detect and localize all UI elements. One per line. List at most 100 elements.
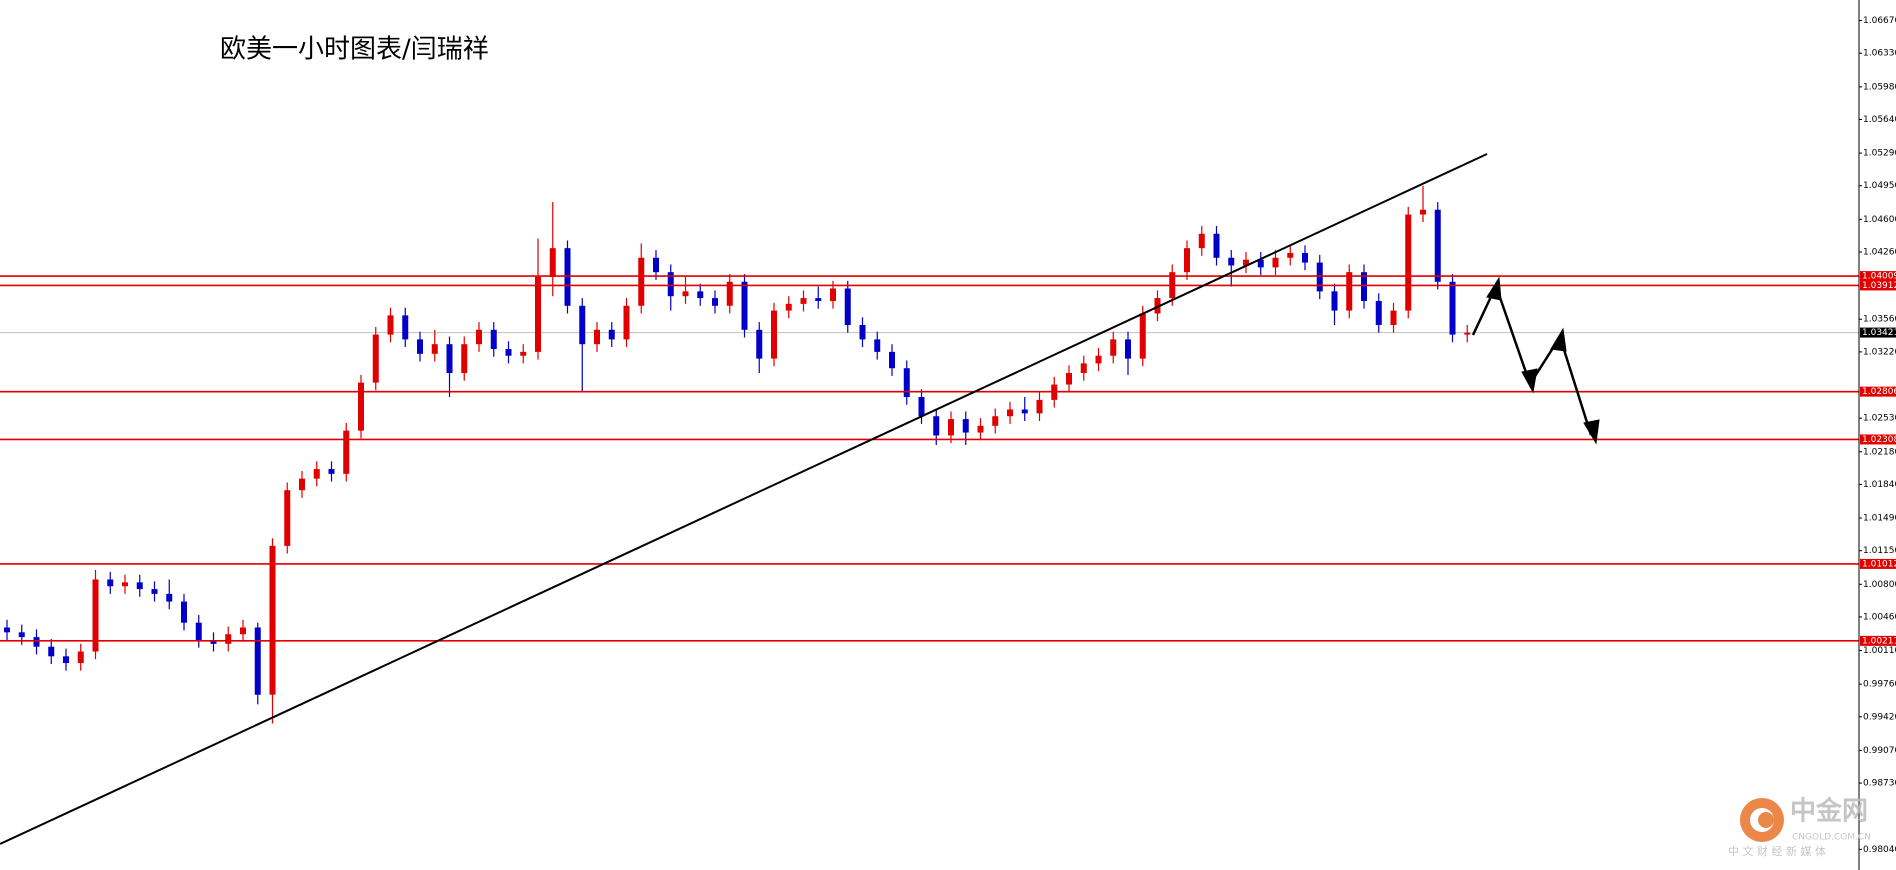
- candle-body: [402, 315, 409, 340]
- candle-body: [608, 329, 615, 340]
- candle-body: [48, 646, 55, 657]
- candle-body: [1095, 355, 1102, 364]
- candle-body: [1272, 257, 1279, 268]
- candle-body: [240, 627, 246, 635]
- candle-body: [1302, 252, 1308, 263]
- y-tick-label: 1.04600: [1863, 215, 1896, 225]
- candle-body: [299, 478, 305, 491]
- level-label: 1.03912: [1862, 281, 1896, 291]
- candle-body: [1125, 339, 1131, 359]
- chart-title: 欧美一小时图表/闫瑞祥: [220, 35, 489, 65]
- y-tick-label: 1.01490: [1863, 514, 1896, 524]
- y-tick-label: 1.00800: [1863, 580, 1896, 590]
- forecast-arrows: [1471, 276, 1600, 445]
- y-tick-label: 1.03220: [1863, 347, 1896, 357]
- candle-body: [63, 656, 69, 664]
- candle-body: [254, 627, 261, 695]
- candle-body: [771, 310, 777, 359]
- candle-body: [726, 281, 733, 306]
- candle-body: [431, 344, 438, 354]
- candle-body: [579, 305, 586, 345]
- candle-body: [1007, 409, 1013, 417]
- y-tick-label: 1.01150: [1863, 546, 1896, 556]
- candle-body: [1449, 281, 1456, 335]
- level-label-box: [1860, 280, 1896, 291]
- logo-dot: [1758, 812, 1774, 828]
- candle-body: [1346, 272, 1353, 311]
- watermark: 中金网 CNGOLD.COM.CN 中 文 财 经 新 媒 体: [1728, 796, 1871, 859]
- candle-body: [520, 351, 527, 356]
- candle-body: [682, 291, 689, 297]
- candle-body: [166, 593, 173, 602]
- candle-body: [933, 416, 940, 436]
- candle-body: [535, 276, 541, 352]
- candle-body: [977, 425, 984, 433]
- level-label: 1.00211: [1862, 636, 1896, 646]
- candle-body: [1420, 209, 1426, 215]
- candle-body: [1361, 272, 1367, 301]
- candle-body: [476, 329, 482, 345]
- level-label-box: [1860, 271, 1896, 282]
- candle-body: [844, 288, 851, 325]
- candle-body: [1375, 300, 1382, 325]
- candle-body: [1184, 248, 1190, 273]
- candle-body: [1080, 363, 1087, 374]
- level-label-box: [1860, 635, 1896, 646]
- y-axis-labels: 1.06670 1.06330 1.05980 1.05640 1.05290 1.049…: [1859, 16, 1896, 855]
- y-tick-label: 0.98040: [1863, 845, 1896, 855]
- candle-body: [1243, 259, 1249, 266]
- candle-body: [92, 579, 99, 652]
- candle-body: [18, 632, 25, 638]
- y-tick-label: 1.02530: [1863, 414, 1896, 424]
- candle-body: [800, 298, 807, 304]
- level-label: 1.02308: [1862, 435, 1896, 445]
- candle-body: [1036, 399, 1043, 414]
- candle-body: [874, 339, 881, 352]
- y-tick-label: 1.01840: [1863, 480, 1896, 490]
- level-label: 1.01012: [1862, 559, 1896, 569]
- candle-body: [313, 469, 320, 479]
- level-label: 1.04009: [1862, 272, 1896, 282]
- level-label: 1.02806: [1862, 387, 1896, 397]
- candle-body: [1434, 209, 1441, 282]
- candle-body: [136, 582, 143, 590]
- level-label-box: [1860, 434, 1896, 445]
- arrow-head: [1521, 368, 1538, 394]
- candle-body: [903, 368, 910, 398]
- candle-body: [225, 634, 232, 644]
- y-tick-label: 1.04950: [1863, 181, 1896, 191]
- watermark-tagline: 中 文 财 经 新 媒 体: [1728, 844, 1826, 858]
- candle-body: [830, 288, 836, 301]
- candle-body: [785, 303, 792, 311]
- candle-body: [1139, 313, 1146, 359]
- candle-body: [549, 248, 556, 277]
- candle-body: [107, 579, 114, 587]
- current-price-label: 1.03421: [1862, 328, 1896, 338]
- candle-body: [151, 589, 158, 594]
- candle-body: [918, 397, 925, 417]
- candle-body: [623, 305, 630, 340]
- candle-body: [269, 545, 276, 695]
- candle-body: [638, 257, 645, 306]
- y-tick-label: 1.00460: [1863, 612, 1896, 622]
- candle-body: [1228, 257, 1235, 266]
- y-tick-label: 1.06670: [1863, 16, 1896, 26]
- candle-body: [284, 490, 291, 546]
- trend-line: [0, 153, 1488, 845]
- candle-body: [387, 315, 394, 335]
- level-label-box: [1860, 386, 1896, 397]
- y-tick-label: 1.04260: [1863, 248, 1896, 258]
- plot-area: [0, 185, 1859, 724]
- candle-body: [358, 382, 364, 431]
- watermark-domain: CNGOLD.COM.CN: [1792, 833, 1871, 843]
- candle-body: [756, 329, 763, 359]
- candle-body: [697, 291, 704, 299]
- y-tick-label: 1.02180: [1863, 447, 1896, 457]
- y-tick-label: 1.05980: [1863, 82, 1896, 92]
- candle-body: [77, 651, 84, 664]
- candle-body: [4, 627, 10, 633]
- y-tick-label: 1.05640: [1863, 115, 1896, 125]
- candle-body: [1198, 233, 1205, 249]
